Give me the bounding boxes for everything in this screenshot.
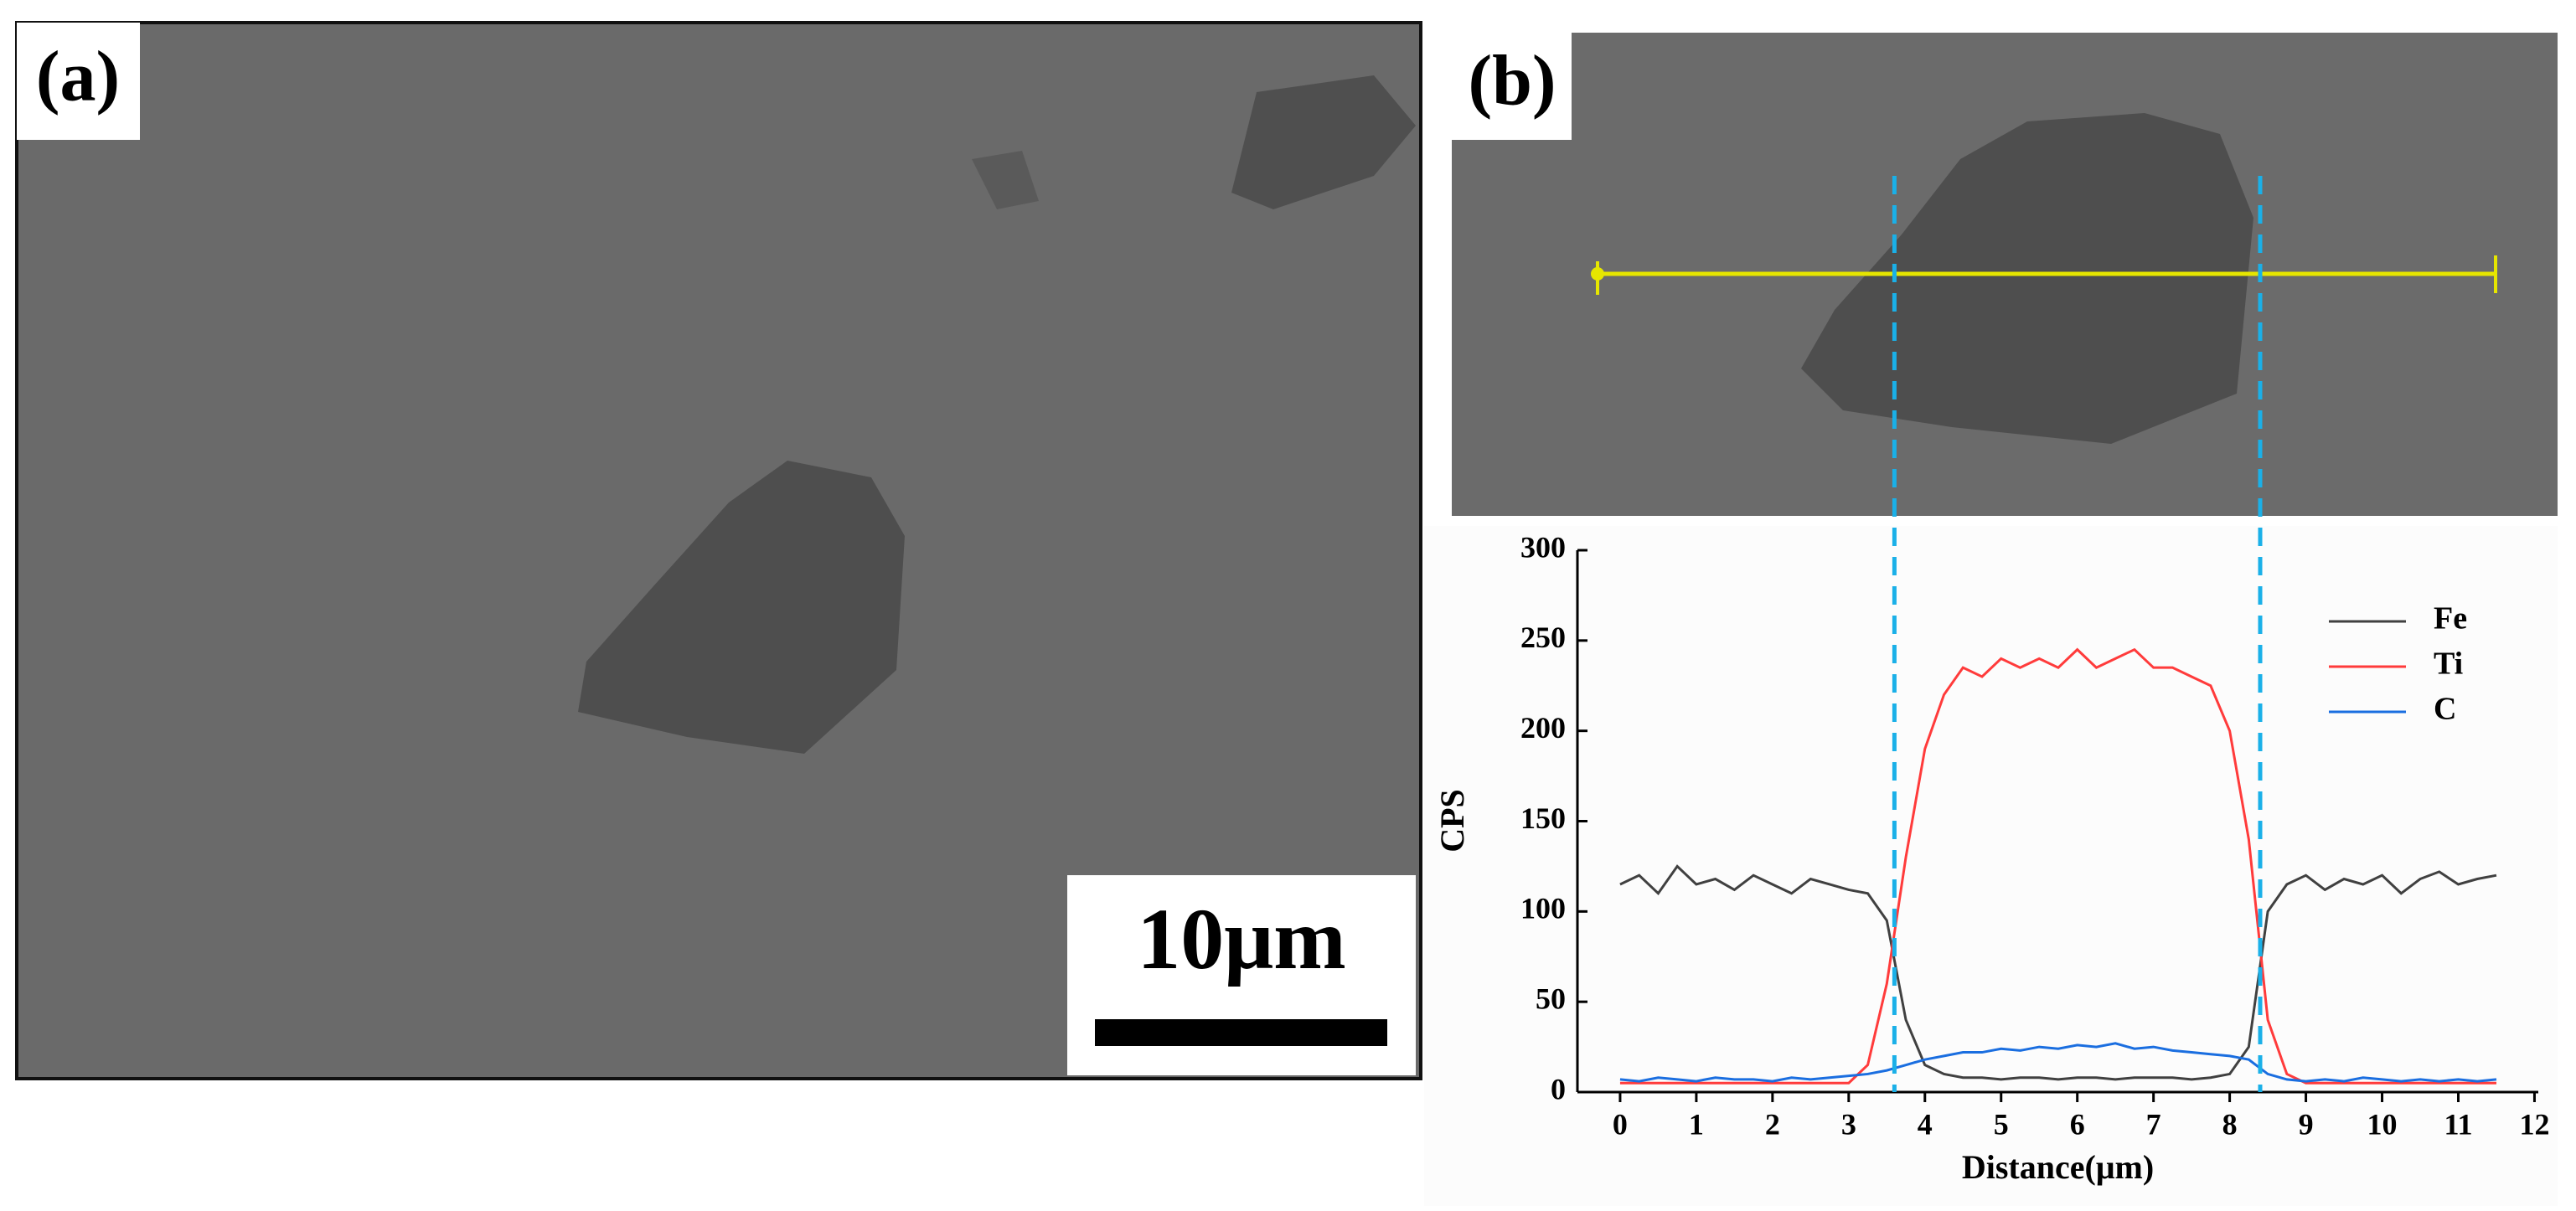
- x-tick-label: 4: [1918, 1107, 1933, 1141]
- x-tick-label: 3: [1841, 1107, 1856, 1141]
- legend-label: Fe: [2434, 601, 2467, 636]
- x-tick-label: 0: [1613, 1107, 1628, 1141]
- particle: [1801, 113, 2253, 444]
- x-tick-label: 5: [1994, 1107, 2009, 1141]
- label-box: [1452, 33, 1572, 140]
- y-tick-label: 250: [1520, 621, 1566, 654]
- y-axis-label: CPS: [1433, 789, 1471, 853]
- x-tick-label: 10: [2367, 1107, 2398, 1141]
- x-tick-label: 6: [2070, 1107, 2085, 1141]
- x-tick-label: 2: [1765, 1107, 1780, 1141]
- chart-background: [1424, 526, 2558, 1206]
- panel-label: (b): [1468, 40, 1556, 121]
- x-tick-label: 1: [1689, 1107, 1704, 1141]
- legend-label: C: [2434, 692, 2456, 727]
- x-tick-label: 7: [2146, 1107, 2161, 1141]
- y-tick-label: 150: [1520, 801, 1566, 835]
- y-tick-label: 200: [1520, 711, 1566, 745]
- y-tick-label: 50: [1536, 982, 1566, 1015]
- x-tick-label: 11: [2444, 1107, 2472, 1141]
- label-box: [17, 23, 140, 140]
- x-tick-label: 12: [2519, 1107, 2549, 1141]
- scan-start: [1591, 267, 1604, 281]
- data-line: [1619, 647, 2496, 1085]
- data-line: [1619, 1042, 2497, 1083]
- scale-label: 10μm: [1137, 891, 1346, 987]
- data-line: [1619, 864, 2497, 1081]
- particle: [972, 151, 1039, 209]
- x-tick-label: 8: [2222, 1107, 2238, 1141]
- particle: [1231, 75, 1416, 209]
- legend-label: Ti: [2434, 647, 2463, 682]
- x-tick-label: 9: [2299, 1107, 2314, 1141]
- y-tick-label: 100: [1520, 892, 1566, 925]
- scale-bar: [1095, 1019, 1387, 1046]
- x-axis-label: Distance(μm): [1962, 1148, 2154, 1186]
- y-tick-label: 300: [1520, 530, 1566, 564]
- panel-label: (a): [36, 36, 120, 116]
- particle: [578, 461, 905, 754]
- y-tick-label: 0: [1551, 1072, 1566, 1105]
